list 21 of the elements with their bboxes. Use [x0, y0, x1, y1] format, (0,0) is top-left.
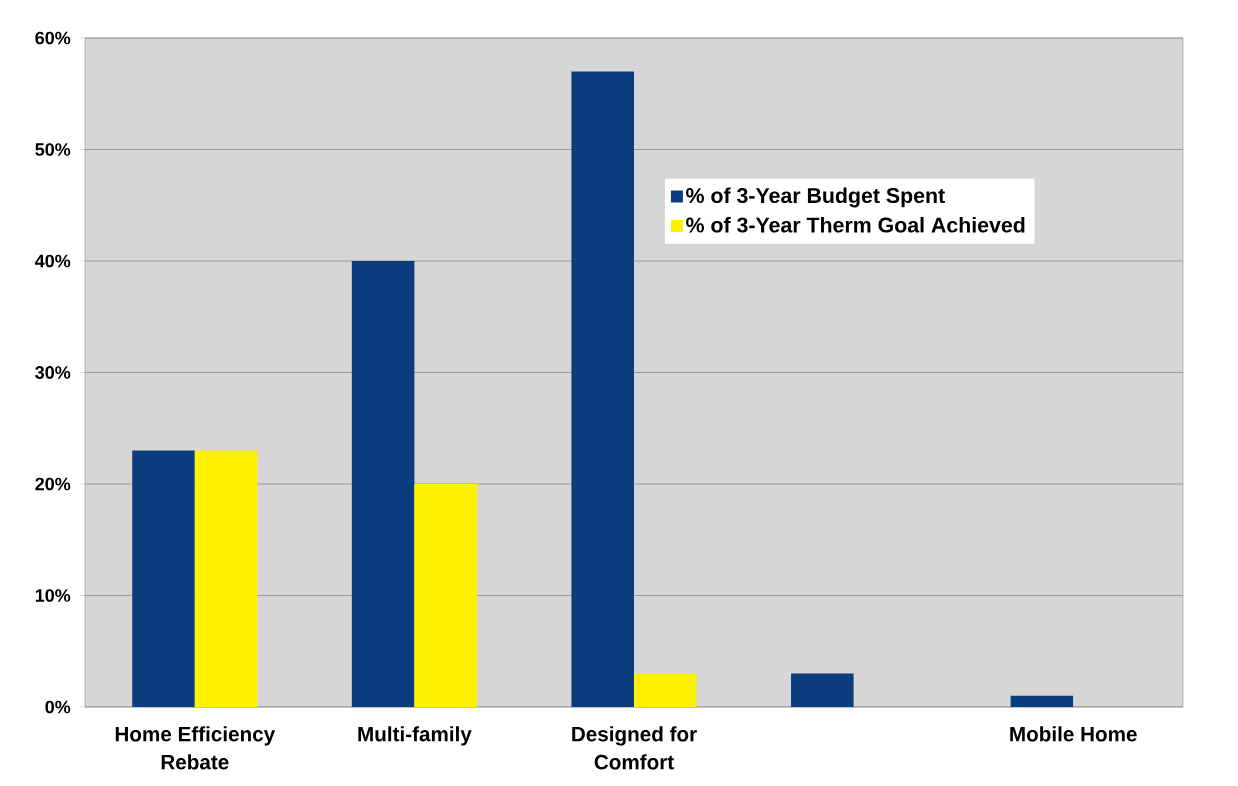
legend-label: % of 3-Year Budget Spent	[686, 187, 945, 208]
bar	[351, 261, 415, 707]
y-tick-label: 20%	[35, 477, 71, 491]
bar	[634, 673, 697, 707]
bar	[791, 673, 854, 707]
x-tick-label: Mobile Home	[1010, 726, 1137, 742]
bar	[194, 450, 258, 707]
y-tick-label: 30%	[35, 366, 71, 379]
bar	[1010, 695, 1074, 707]
legend-label: % of 3-Year Therm Goal Achieved	[686, 216, 1025, 233]
y-tick-label: 10%	[35, 589, 71, 602]
y-tick-label: 50%	[35, 143, 71, 156]
bar	[132, 450, 195, 707]
y-tick-label: 40%	[34, 254, 71, 268]
y-tick-label: 0%	[45, 700, 71, 714]
bar	[414, 484, 477, 707]
bar	[571, 71, 634, 707]
x-tick-label: Designed for Comfort	[572, 726, 697, 770]
x-tick-label: Multi-family	[358, 726, 472, 746]
y-tick-label: 60%	[35, 31, 71, 45]
x-tick-label: Home Efficiency Rebate	[115, 726, 276, 770]
